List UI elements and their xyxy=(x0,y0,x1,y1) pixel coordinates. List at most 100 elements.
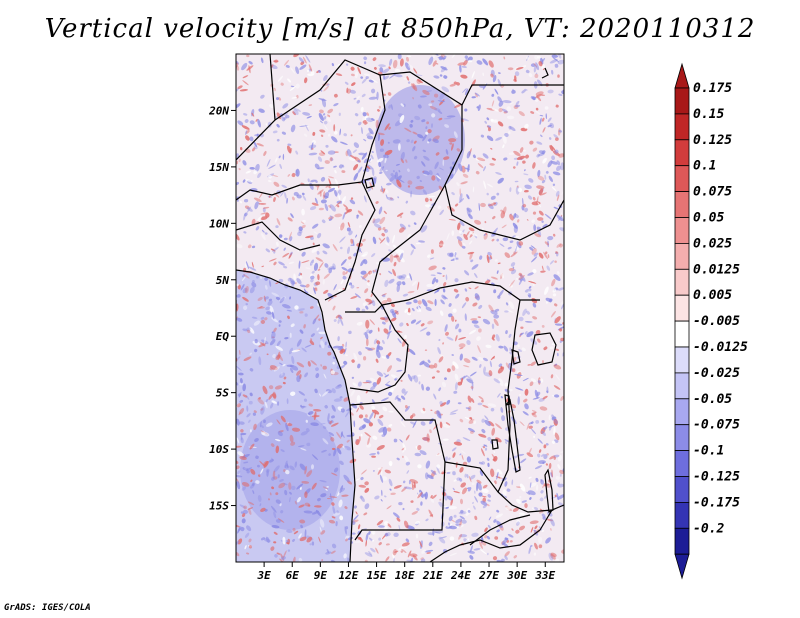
velocity-speckle xyxy=(311,270,315,274)
velocity-speckle xyxy=(520,458,527,464)
velocity-speckle xyxy=(531,409,538,413)
velocity-speckle xyxy=(560,215,564,222)
velocity-speckle xyxy=(382,188,386,194)
velocity-speckle xyxy=(258,356,262,366)
velocity-speckle xyxy=(482,72,484,77)
velocity-speckle xyxy=(438,387,442,392)
velocity-speckle xyxy=(302,56,307,64)
velocity-speckle xyxy=(364,552,373,557)
velocity-speckle xyxy=(465,538,470,544)
velocity-speckle xyxy=(472,186,475,193)
velocity-speckle xyxy=(559,227,564,232)
velocity-speckle xyxy=(459,515,465,520)
velocity-speckle xyxy=(376,344,380,353)
velocity-speckle xyxy=(487,494,492,498)
velocity-speckle xyxy=(319,129,326,133)
velocity-speckle xyxy=(483,180,487,190)
velocity-speckle xyxy=(350,238,354,244)
velocity-speckle xyxy=(466,456,472,463)
velocity-speckle xyxy=(439,310,444,316)
velocity-speckle xyxy=(242,287,248,294)
velocity-speckle xyxy=(239,382,244,386)
velocity-speckle xyxy=(346,227,351,232)
velocity-speckle xyxy=(419,327,428,332)
velocity-speckle xyxy=(271,505,277,513)
velocity-speckle xyxy=(447,457,451,461)
velocity-speckle xyxy=(268,195,271,198)
velocity-speckle xyxy=(241,482,250,487)
velocity-speckle xyxy=(364,487,370,493)
velocity-speckle xyxy=(492,458,496,461)
velocity-speckle xyxy=(442,55,447,61)
velocity-speckle xyxy=(264,317,268,321)
velocity-speckle xyxy=(396,284,401,293)
velocity-speckle xyxy=(396,212,404,217)
velocity-speckle xyxy=(378,64,386,68)
velocity-speckle xyxy=(389,488,392,491)
velocity-speckle xyxy=(358,484,367,488)
velocity-speckle xyxy=(480,134,485,138)
velocity-speckle xyxy=(271,400,277,404)
velocity-speckle xyxy=(407,81,411,84)
velocity-speckle xyxy=(556,352,559,357)
velocity-speckle xyxy=(279,237,286,241)
velocity-speckle xyxy=(314,388,318,394)
velocity-speckle xyxy=(547,240,549,248)
velocity-speckle xyxy=(311,482,317,490)
velocity-speckle xyxy=(550,518,555,527)
velocity-speckle xyxy=(265,248,270,253)
velocity-speckle xyxy=(264,285,268,290)
velocity-speckle xyxy=(344,81,349,85)
velocity-speckle xyxy=(441,86,450,93)
velocity-speckle xyxy=(448,138,457,143)
velocity-speckle xyxy=(537,169,541,177)
velocity-speckle xyxy=(374,495,380,500)
velocity-speckle xyxy=(471,320,479,324)
lon-tick-label: 12E xyxy=(339,569,359,582)
velocity-speckle xyxy=(305,55,311,63)
velocity-speckle xyxy=(268,298,273,302)
velocity-speckle xyxy=(454,382,458,391)
velocity-speckle xyxy=(345,354,348,356)
velocity-speckle xyxy=(453,514,457,518)
lake-mweru xyxy=(491,439,499,450)
colorbar-label: 0.075 xyxy=(693,185,732,200)
velocity-speckle xyxy=(553,206,559,210)
velocity-speckle xyxy=(246,552,250,555)
velocity-speckle xyxy=(282,364,286,367)
velocity-speckle xyxy=(321,219,326,224)
velocity-speckle xyxy=(471,398,475,403)
velocity-speckle xyxy=(248,400,253,405)
velocity-speckle xyxy=(327,187,336,193)
velocity-speckle xyxy=(397,178,405,183)
velocity-speckle xyxy=(247,507,254,510)
velocity-speckle xyxy=(432,54,435,59)
velocity-speckle xyxy=(352,238,355,246)
velocity-speckle xyxy=(546,390,549,393)
velocity-speckle xyxy=(349,199,356,205)
velocity-speckle xyxy=(372,269,377,273)
velocity-speckle xyxy=(538,449,542,453)
velocity-speckle xyxy=(382,406,388,412)
velocity-speckle xyxy=(510,262,516,267)
velocity-speckle xyxy=(553,364,562,370)
velocity-speckle xyxy=(239,399,244,403)
velocity-speckle xyxy=(298,275,303,279)
velocity-speckle xyxy=(266,353,269,356)
velocity-speckle xyxy=(327,265,335,270)
velocity-speckle xyxy=(547,124,552,128)
velocity-speckle xyxy=(341,267,348,271)
ocean-downdraft xyxy=(240,410,340,530)
velocity-speckle xyxy=(244,532,250,538)
lon-tick-label: 15E xyxy=(367,569,387,582)
velocity-speckle xyxy=(538,252,544,259)
velocity-speckle xyxy=(407,290,415,294)
velocity-speckle xyxy=(432,60,437,67)
velocity-speckle xyxy=(354,478,361,482)
velocity-speckle xyxy=(555,137,559,142)
velocity-speckle xyxy=(414,155,418,160)
velocity-speckle xyxy=(376,445,385,451)
velocity-speckle xyxy=(342,211,346,220)
velocity-speckle xyxy=(287,143,292,146)
velocity-speckle xyxy=(284,337,289,340)
